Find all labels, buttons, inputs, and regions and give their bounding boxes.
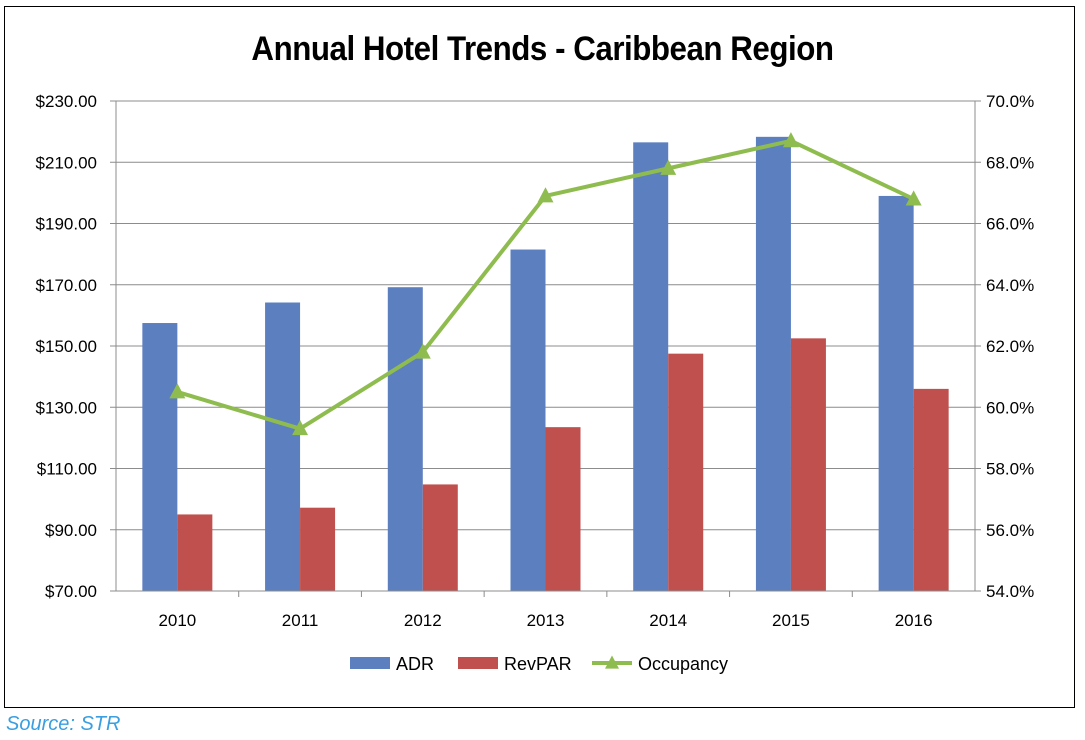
legend-swatch-adr xyxy=(350,657,390,669)
adr-bar xyxy=(878,195,914,591)
y-left-tick-label: $130.00 xyxy=(36,398,97,417)
y-right-tick-label: 64.0% xyxy=(986,276,1034,295)
adr-bar xyxy=(755,136,791,592)
occupancy-point xyxy=(782,132,799,148)
bars xyxy=(142,136,949,592)
legend-label-occupancy: Occupancy xyxy=(638,654,728,674)
revpar-bar xyxy=(300,507,336,591)
chart-title: Annual Hotel Trends - Caribbean Region xyxy=(251,30,834,68)
legend: ADR RevPAR Occupancy xyxy=(350,654,728,674)
revpar-bar xyxy=(913,388,949,591)
y-left-tick-label: $110.00 xyxy=(37,460,97,479)
y-left-tick-label: $190.00 xyxy=(36,215,97,234)
y-left-tick-label: $210.00 xyxy=(36,153,97,172)
source-note: Source: STR xyxy=(6,713,121,735)
legend-swatch-revpar xyxy=(458,657,498,669)
revpar-bar xyxy=(177,514,213,591)
y-right-tick-label: 54.0% xyxy=(986,582,1034,601)
legend-label-revpar: RevPAR xyxy=(504,654,572,674)
occupancy-line xyxy=(169,132,922,669)
y-right-tick-label: 60.0% xyxy=(986,398,1034,417)
x-tick-label: 2012 xyxy=(404,611,442,630)
y-right-tick-label: 56.0% xyxy=(986,521,1034,540)
y-right-tick-label: 66.0% xyxy=(986,215,1034,234)
occupancy-point xyxy=(537,187,554,203)
x-tick-label: 2015 xyxy=(772,611,810,630)
occupancy-point xyxy=(905,190,922,206)
x-tick-label: 2013 xyxy=(527,611,565,630)
y-right-tick-label: 70.0% xyxy=(986,92,1034,111)
x-tick-label: 2011 xyxy=(282,611,319,630)
legend-label-adr: ADR xyxy=(396,654,434,674)
adr-bar xyxy=(633,142,669,591)
y-left-tick-label: $230.00 xyxy=(36,92,97,111)
adr-bar xyxy=(142,323,178,591)
revpar-bar xyxy=(668,353,704,591)
tick-labels: $70.00 54.0% $90.00 56.0% $110.00 58.0% $130.0… xyxy=(36,92,1035,630)
y-left-tick-label: $170.00 xyxy=(36,276,97,295)
y-right-tick-label: 58.0% xyxy=(986,460,1034,479)
y-left-tick-label: $150.00 xyxy=(36,337,97,356)
adr-bar xyxy=(265,302,301,591)
x-tick-label: 2016 xyxy=(895,611,933,630)
adr-bar xyxy=(387,287,423,591)
revpar-bar xyxy=(790,338,826,591)
y-left-tick-label: $70.00 xyxy=(45,582,97,601)
revpar-bar xyxy=(422,484,458,591)
occupancy-point xyxy=(169,383,186,399)
occupancy-point xyxy=(292,420,309,436)
occupancy-point xyxy=(660,159,677,175)
y-right-tick-label: 62.0% xyxy=(986,337,1034,356)
chart: $70.00 54.0% $90.00 56.0% $110.00 58.0% $130.0… xyxy=(36,92,1035,674)
x-tick-label: 2014 xyxy=(649,611,687,630)
x-tick-label: 2010 xyxy=(158,611,196,630)
revpar-bar xyxy=(545,427,581,591)
y-left-tick-label: $90.00 xyxy=(45,521,97,540)
axes xyxy=(110,100,981,597)
y-right-tick-label: 68.0% xyxy=(986,153,1034,172)
adr-bar xyxy=(510,249,546,591)
occupancy-point xyxy=(414,343,431,359)
